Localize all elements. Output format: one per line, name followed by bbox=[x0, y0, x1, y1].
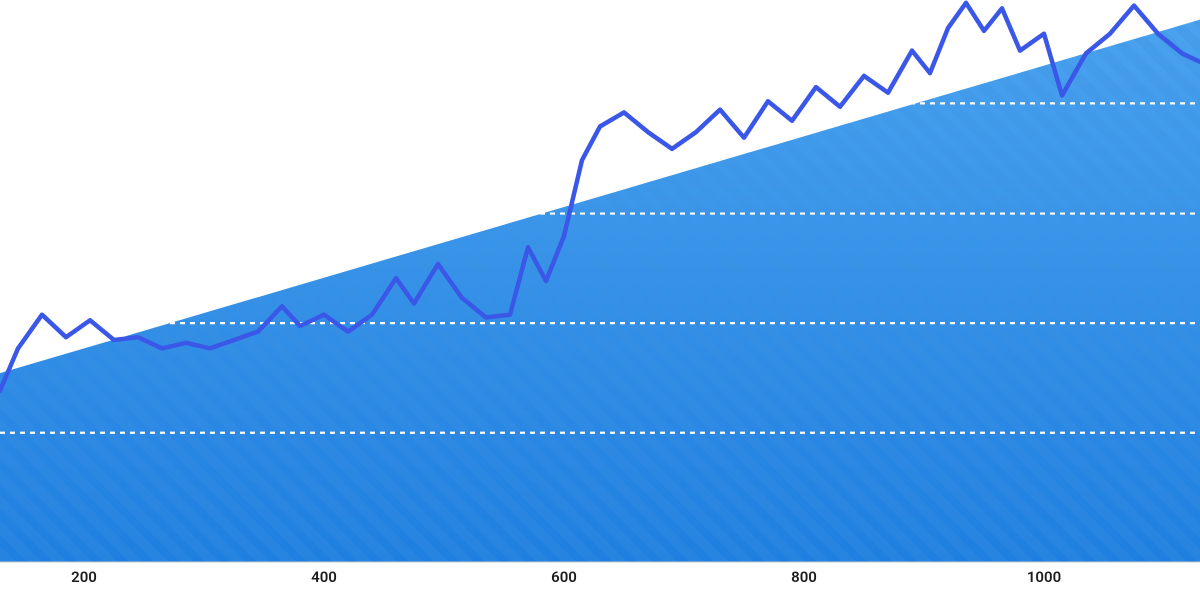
chart-svg bbox=[0, 0, 1200, 599]
x-tick-label: 400 bbox=[311, 568, 337, 586]
x-tick-label: 800 bbox=[791, 568, 817, 586]
x-tick-label: 200 bbox=[71, 568, 97, 586]
x-tick-label: 600 bbox=[551, 568, 577, 586]
x-tick-label: 1000 bbox=[1027, 568, 1061, 586]
growth-chart: 200 400 600 800 1000 bbox=[0, 0, 1200, 599]
